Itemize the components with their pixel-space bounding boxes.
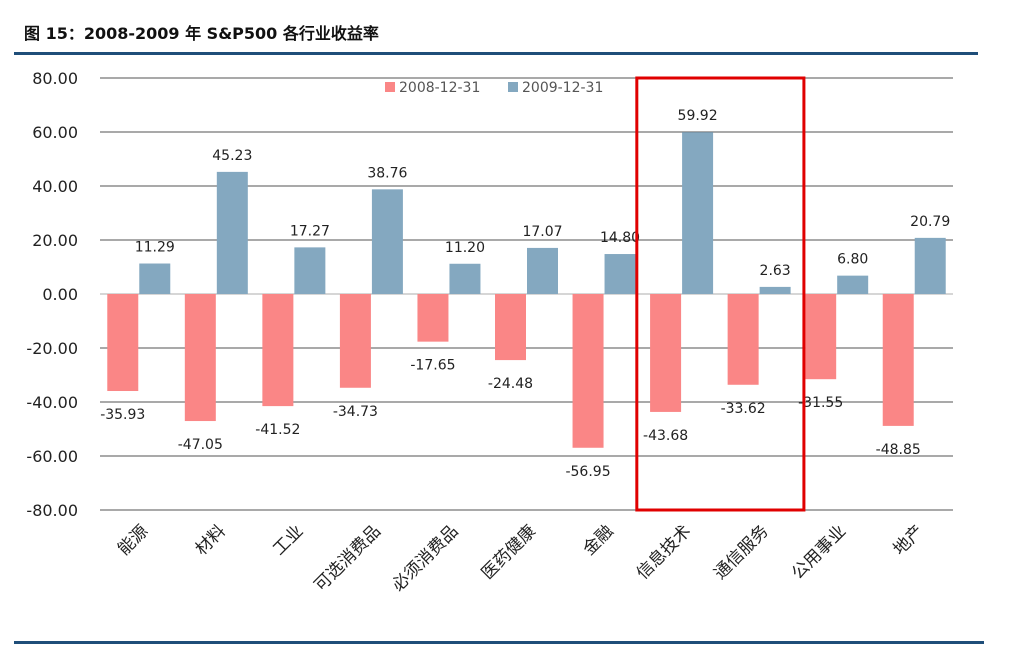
- data-label: 17.27: [290, 223, 330, 239]
- y-tick-label: 60.00: [32, 123, 78, 142]
- bar-2009: [604, 254, 636, 294]
- x-axis-ticks: 能源 材料 工业 可选消费品 必须消费品 医药健康 金融 信息技术 通信服务 公用事业 地产: [114, 521, 928, 595]
- bar-2009: [449, 263, 481, 294]
- bar-2008: [882, 294, 914, 426]
- bar-2009: [294, 247, 326, 294]
- legend-label: 2008-12-31: [399, 80, 480, 96]
- data-label: -43.68: [643, 428, 688, 444]
- data-label: -31.55: [798, 395, 843, 411]
- x-tick-label: 通信服务: [710, 521, 772, 583]
- data-labels: -35.93 11.29 -47.05 45.23 -41.52 17.27 -34.73 3…: [100, 108, 950, 480]
- x-tick-label: 工业: [269, 521, 307, 559]
- bottom-rule: [14, 641, 984, 644]
- data-label: 14.80: [600, 230, 640, 246]
- x-tick-label: 能源: [114, 521, 152, 559]
- data-label: 38.76: [367, 165, 407, 181]
- y-tick-label: -60.00: [26, 447, 78, 466]
- bar-2008: [650, 294, 682, 412]
- x-tick-label: 材料: [192, 521, 230, 559]
- data-label: -34.73: [333, 404, 378, 420]
- legend: 2008-12-31 2009-12-31: [385, 80, 603, 96]
- bar-2008: [727, 294, 759, 385]
- data-label: -35.93: [100, 407, 145, 423]
- bar-2009: [914, 237, 946, 294]
- data-label: 11.20: [445, 240, 485, 256]
- bar-2009: [527, 247, 558, 294]
- y-tick-label: 0.00: [42, 285, 78, 304]
- y-axis-ticks: -80.00 -60.00 -40.00 -20.00 0.00 20.00 40.00 60…: [26, 69, 78, 520]
- data-label: 20.79: [910, 214, 950, 230]
- top-rule: [14, 52, 978, 55]
- x-tick-label: 可选消费品: [311, 521, 385, 595]
- legend-swatch: [385, 82, 395, 92]
- bar-2009: [837, 275, 869, 294]
- bar-2009: [371, 189, 403, 294]
- bar-2008: [339, 294, 371, 388]
- x-tick-label: 必须消费品: [388, 521, 462, 595]
- data-label: 59.92: [678, 108, 718, 124]
- data-label: -33.62: [721, 401, 766, 417]
- bar-2008: [805, 294, 837, 380]
- bar-2008: [417, 294, 449, 342]
- data-label: -56.95: [565, 464, 610, 480]
- data-label: -41.52: [255, 422, 300, 438]
- highlight-rect: [635, 76, 806, 512]
- data-label: -17.65: [410, 358, 455, 374]
- bar-2008: [184, 294, 216, 422]
- x-tick-label: 医药健康: [478, 521, 540, 583]
- figure-title: 图 15：2008-2009 年 S&P500 各行业收益率: [24, 24, 379, 43]
- data-label: -47.05: [178, 437, 223, 453]
- legend-swatch: [508, 82, 518, 92]
- bar-2008: [572, 294, 604, 448]
- bar-2009: [139, 263, 171, 294]
- bar-2008: [495, 294, 526, 361]
- x-tick-label: 信息技术: [633, 521, 695, 583]
- x-tick-label: 地产: [890, 521, 928, 559]
- bar-2009: [682, 132, 714, 294]
- data-label: 6.80: [837, 252, 868, 268]
- data-label: -24.48: [488, 376, 533, 392]
- y-tick-label: -80.00: [26, 501, 78, 520]
- bar-2008: [262, 294, 294, 407]
- y-tick-label: -20.00: [26, 339, 78, 358]
- y-tick-label: 40.00: [32, 177, 78, 196]
- y-tick-label: 20.00: [32, 231, 78, 250]
- y-tick-label: -40.00: [26, 393, 78, 412]
- bar-2009: [759, 286, 791, 294]
- legend-label: 2009-12-31: [522, 80, 603, 96]
- highlight-box: [635, 76, 806, 512]
- data-label: 17.07: [522, 224, 562, 240]
- x-tick-label: 公用事业: [788, 521, 850, 583]
- bar-2009: [216, 171, 248, 294]
- bar-2008: [107, 294, 139, 392]
- x-tick-label: 金融: [579, 521, 617, 559]
- bars: [107, 132, 946, 448]
- data-label: 45.23: [212, 148, 252, 164]
- data-label: 2.63: [760, 263, 791, 279]
- data-label: 11.29: [135, 240, 175, 256]
- y-tick-label: 80.00: [32, 69, 78, 88]
- data-label: -48.85: [876, 442, 921, 458]
